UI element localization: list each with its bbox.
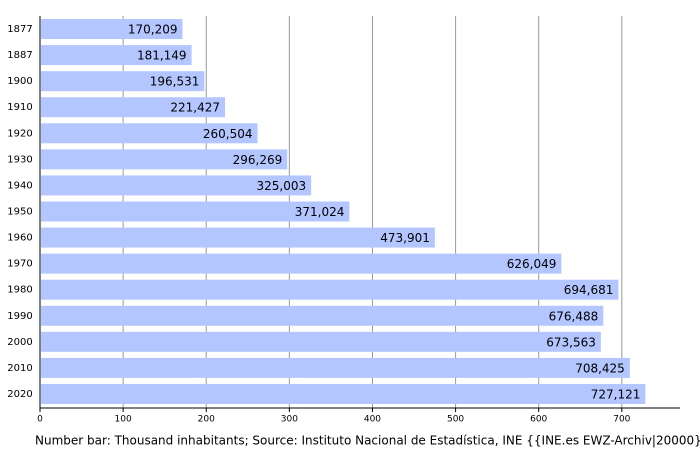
bar bbox=[41, 331, 601, 352]
x-tick-label: 600 bbox=[530, 415, 547, 425]
bar bbox=[41, 71, 205, 92]
value-label: 181,149 bbox=[137, 49, 187, 63]
bar bbox=[41, 305, 604, 326]
bar bbox=[41, 227, 435, 248]
bar bbox=[41, 279, 619, 300]
value-label: 727,121 bbox=[591, 387, 641, 401]
y-tick-label: 1910 bbox=[7, 102, 32, 113]
source-note: Number bar: Thousand inhabitants; Source… bbox=[35, 434, 700, 448]
bar bbox=[41, 123, 258, 144]
value-label: 170,209 bbox=[128, 23, 178, 37]
y-tick-label: 1960 bbox=[7, 233, 32, 244]
bar bbox=[41, 45, 192, 66]
x-tick-label: 700 bbox=[613, 415, 630, 425]
y-tick-label: 1920 bbox=[7, 128, 32, 139]
y-tick-label: 1990 bbox=[7, 311, 32, 322]
bar bbox=[41, 19, 183, 40]
y-tick-label: 1980 bbox=[7, 285, 32, 296]
value-label: 325,003 bbox=[257, 179, 307, 193]
value-label: 196,531 bbox=[150, 75, 200, 89]
x-tick-label: 100 bbox=[115, 415, 132, 425]
bars bbox=[41, 19, 646, 404]
bar bbox=[41, 149, 288, 170]
x-tick-label: 0 bbox=[37, 415, 43, 425]
y-tick-label: 2020 bbox=[7, 389, 32, 400]
value-label: 708,425 bbox=[575, 361, 625, 375]
value-label: 694,681 bbox=[564, 283, 614, 297]
value-label: 296,269 bbox=[233, 153, 283, 167]
x-tick-label: 500 bbox=[447, 415, 464, 425]
y-tick-label: 1930 bbox=[7, 154, 32, 165]
value-label: 673,563 bbox=[546, 335, 596, 349]
y-tick-label: 1900 bbox=[7, 76, 32, 87]
y-tick-label: 1887 bbox=[7, 50, 32, 61]
x-tick-label: 400 bbox=[364, 415, 381, 425]
y-tick-label: 2010 bbox=[7, 363, 32, 374]
bar bbox=[41, 357, 630, 378]
x-tick-label: 300 bbox=[281, 415, 298, 425]
y-tick-label: 1940 bbox=[7, 180, 32, 191]
bar bbox=[41, 253, 562, 274]
value-label: 371,024 bbox=[295, 205, 345, 219]
y-tick-label: 1950 bbox=[7, 207, 32, 218]
y-tick-label: 2000 bbox=[7, 337, 32, 348]
y-tick-label: 1877 bbox=[7, 24, 32, 35]
value-label: 473,901 bbox=[380, 231, 430, 245]
bar bbox=[41, 175, 312, 196]
value-label: 626,049 bbox=[507, 257, 557, 271]
value-label: 260,504 bbox=[203, 127, 253, 141]
value-label: 221,427 bbox=[170, 101, 220, 115]
bar bbox=[41, 97, 226, 118]
y-tick-label: 1970 bbox=[7, 259, 32, 270]
bar bbox=[41, 383, 646, 404]
bar bbox=[41, 201, 350, 222]
value-label: 676,488 bbox=[549, 309, 599, 323]
x-tick-label: 200 bbox=[198, 415, 215, 425]
